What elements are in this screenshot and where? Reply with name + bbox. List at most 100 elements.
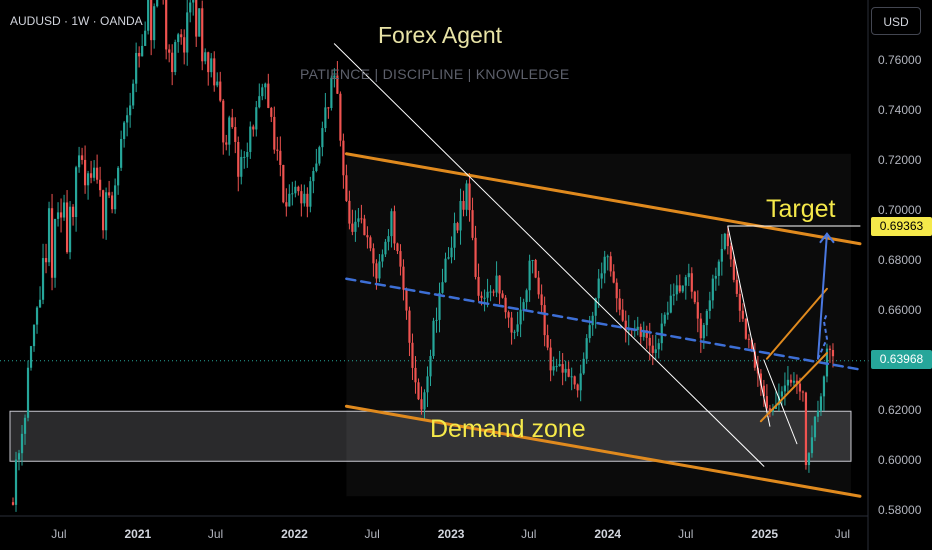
candle-up [390, 211, 393, 237]
candle-up [189, 2, 192, 13]
candle-up [822, 376, 826, 397]
candle-down [300, 191, 303, 204]
candle-up [438, 292, 441, 320]
candle-up [129, 105, 132, 116]
candle-up [672, 294, 675, 296]
candle-down [765, 396, 768, 409]
time-tick-label: Jul [678, 527, 693, 541]
candle-up [627, 329, 630, 331]
candle-down [393, 211, 396, 244]
time-tick-label: Jul [208, 527, 223, 541]
candle-down [342, 140, 345, 176]
candle-up [378, 261, 381, 279]
candle-down [270, 107, 273, 117]
candle-up [720, 248, 723, 262]
target-label: Target [766, 195, 836, 223]
midline-line [345, 277, 862, 371]
candle-down [351, 223, 354, 232]
demand-zone-label: Demand zone [430, 415, 586, 443]
candle-up [525, 290, 528, 303]
candle-up [381, 254, 384, 262]
candle-up [47, 208, 51, 263]
candle-down [222, 100, 225, 143]
candle-down [828, 348, 832, 351]
candle-down [645, 330, 648, 338]
candle-up [588, 325, 591, 339]
candle-down [225, 142, 228, 145]
candle-up [708, 300, 711, 311]
candle-down [801, 391, 805, 393]
candle-up [585, 338, 588, 359]
candle-up [681, 285, 684, 292]
candle-down [80, 155, 84, 160]
candle-down [267, 83, 270, 108]
trendline-line [333, 43, 765, 467]
candle-down [231, 117, 234, 128]
candle-up [258, 96, 261, 108]
candle-down [732, 259, 735, 280]
candle-down [615, 282, 618, 299]
candle-up [459, 201, 462, 231]
candle-up [654, 349, 657, 353]
candle-down [207, 52, 210, 73]
candle-down [540, 294, 543, 306]
candle-up [441, 282, 444, 293]
candle-up [321, 128, 324, 148]
candle-up [246, 151, 249, 157]
candle-down [546, 335, 549, 348]
candle-up [56, 212, 60, 219]
candle-up [495, 275, 498, 293]
candle-down [252, 126, 255, 130]
candle-down [501, 293, 504, 298]
candle-up [642, 330, 645, 337]
channel-shade [346, 153, 851, 497]
candle-down [678, 285, 681, 292]
candle-up [780, 391, 784, 397]
candle-down [327, 107, 330, 109]
candle-up [261, 87, 264, 97]
candle-down [831, 350, 835, 357]
candle-up [450, 247, 453, 258]
candle-down [468, 183, 471, 211]
candle-down [804, 392, 808, 466]
time-tick-label: Jul [835, 527, 850, 541]
candle-down [108, 192, 111, 196]
candle-down [414, 367, 417, 383]
candle-up [426, 376, 429, 393]
candle-up [447, 257, 450, 259]
candle-down [762, 385, 765, 397]
candle-down [690, 273, 693, 292]
candle-up [555, 366, 558, 368]
candle-up [702, 325, 705, 339]
candle-down [306, 193, 309, 207]
candle-down [234, 127, 237, 142]
candle-up [74, 167, 78, 218]
candle-up [591, 315, 594, 326]
time-axis[interactable]: Jul 2021 Jul 2022 Jul 2023 Jul 2024 Jul 2025 Jul [0, 515, 868, 541]
candle-up [519, 309, 522, 325]
candle-down [549, 347, 552, 371]
candle-down [798, 383, 802, 392]
candle-up [816, 410, 820, 417]
target-price-tag: 0.69363 [871, 217, 932, 236]
candle-up [216, 81, 219, 86]
wedge-lower-line [759, 352, 828, 423]
candle-down [504, 297, 507, 313]
candle-down [744, 318, 747, 339]
candle-up [429, 356, 432, 377]
candle-down [50, 208, 54, 278]
candle-up [594, 298, 597, 316]
candle-down [624, 320, 627, 331]
candle-up [687, 273, 690, 278]
candle-down [420, 399, 423, 410]
price-axis[interactable]: 0.76000 0.74000 0.72000 0.70000 0.68000 0.660… [867, 0, 922, 550]
candle-up [174, 42, 177, 73]
candle-up [666, 312, 669, 315]
projection-arrowhead [819, 232, 835, 244]
currency-button[interactable]: USD [871, 7, 921, 35]
candle-up [792, 380, 796, 383]
candle-down [168, 49, 171, 53]
symbol-title[interactable]: AUDUSD · 1W · OANDA [10, 14, 143, 28]
candle-up [777, 396, 781, 406]
